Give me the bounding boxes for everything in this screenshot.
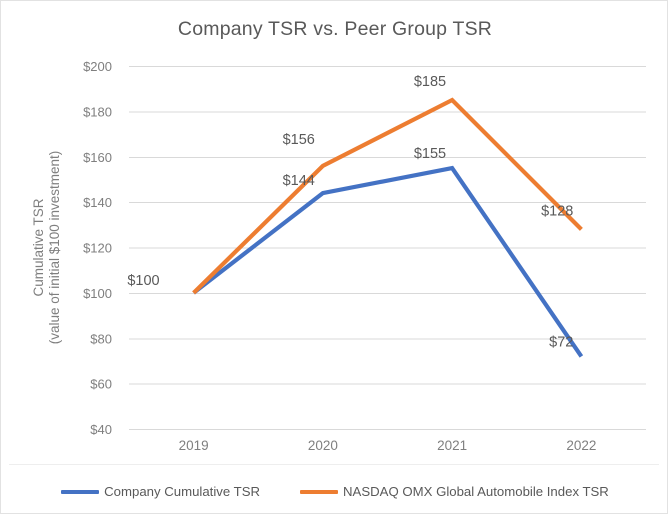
x-axis-category-label: 2021	[437, 438, 467, 453]
data-label: $128	[541, 203, 573, 219]
gridlines	[129, 66, 646, 430]
chart-plot-area: $200$180$160$140$120$100$80$60$40 2019 20…	[31, 59, 646, 453]
y-axis-title: (value of initial $100 investment)	[47, 151, 62, 345]
y-axis-tick-label: $180	[83, 104, 112, 119]
chart-title: Company TSR vs. Peer Group TSR	[177, 18, 493, 40]
x-axis-category-label: 2020	[308, 438, 338, 453]
y-axis-tick-label: $120	[83, 241, 112, 256]
data-label: $185	[414, 74, 446, 90]
y-axis-title: Cumulative TSR	[31, 198, 46, 296]
y-axis-tick-label: $100	[83, 286, 112, 301]
data-label: $155	[414, 146, 446, 162]
y-axis-tick-label: $60	[90, 377, 112, 392]
data-label: $144	[283, 173, 315, 189]
data-labels: $100 $144 $156 $155 $185 $72 $128	[127, 74, 573, 350]
y-axis-tick-labels: $200 $180 $160 $140 $120 $100 $80 $60 $40	[83, 59, 112, 437]
x-axis-category-label: 2022	[566, 438, 596, 453]
y-axis-title: Cumulative TSR (value of initial $100 inv…	[31, 151, 62, 345]
y-axis-tick-label: $200	[83, 59, 112, 74]
legend-label-company: Company Cumulative TSR	[104, 484, 261, 499]
data-label: $72	[549, 334, 573, 350]
y-axis-tick-label: $160	[83, 150, 112, 165]
legend-item-index[interactable]: NASDAQ OMX Global Automobile Index TSR	[300, 484, 609, 499]
legend-label-index: NASDAQ OMX Global Automobile Index TSR	[343, 484, 609, 499]
chart-legend: Company Cumulative TSR NASDAQ OMX Global…	[1, 484, 667, 499]
series-lines	[192, 97, 584, 358]
y-axis-tick-label: $80	[90, 331, 112, 346]
x-axis-category-labels: 2019 2020 2021 2022	[179, 438, 597, 453]
x-axis-category-label: 2019	[179, 438, 209, 453]
data-label: $156	[283, 132, 315, 148]
series-line	[192, 97, 583, 295]
data-label: $100	[127, 273, 159, 289]
y-axis-tick-label: $40	[90, 422, 112, 437]
legend-swatch-orange-icon	[300, 489, 339, 494]
legend-divider	[9, 464, 659, 465]
legend-item-company[interactable]: Company Cumulative TSR	[61, 484, 260, 499]
y-axis-tick-label: $140	[83, 195, 112, 210]
legend-swatch-blue-icon	[61, 489, 100, 494]
series-line	[192, 165, 584, 358]
